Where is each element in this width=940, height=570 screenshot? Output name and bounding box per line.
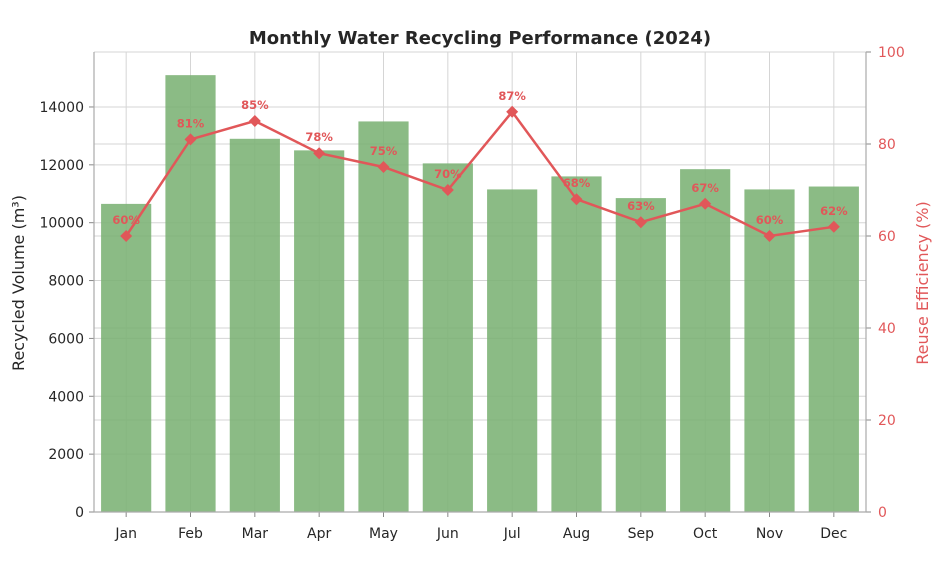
y-axis-label: Recycled Volume (m³) [9, 195, 28, 371]
efficiency-data-label: 62% [820, 204, 848, 218]
bar-may [358, 121, 409, 512]
bar-nov [744, 189, 795, 512]
x-tick-label: Nov [756, 526, 783, 542]
efficiency-data-label: 78% [305, 130, 333, 144]
x-tick-label: Sep [628, 526, 655, 542]
efficiency-data-label: 85% [241, 98, 269, 112]
x-tick-label: Jul [503, 526, 521, 542]
efficiency-data-label: 60% [112, 213, 140, 227]
efficiency-data-label: 81% [177, 116, 205, 130]
x-tick-label: Aug [563, 526, 590, 542]
x-tick-label: Apr [307, 526, 331, 542]
efficiency-data-label: 68% [563, 176, 591, 190]
bar-aug [551, 176, 602, 512]
x-tick-label: Oct [693, 526, 718, 542]
tick-labels: 0 2000 4000 6000 8000 10000 12000 14000 0 20 40 60 8… [39, 45, 904, 542]
x-tick-label: Feb [178, 526, 203, 542]
efficiency-marker-sep [634, 216, 647, 229]
efficiency-marker-aug [570, 193, 583, 206]
efficiency-marker-oct [699, 197, 712, 210]
bar-jul [487, 189, 538, 512]
x-tick-label: Jan [114, 526, 137, 542]
y2-tick-label: 0 [878, 505, 887, 521]
y2-tick-label: 60 [878, 229, 896, 245]
bar-jun [422, 163, 473, 512]
efficiency-marker-dec [827, 220, 840, 233]
efficiency-marker-jun [441, 184, 454, 196]
y-tick-label: 14000 [39, 100, 84, 116]
y-tick-label: 0 [75, 505, 84, 521]
line-series: 60% 81% 85% 78% 75% 70% 87% 68% 63% 67% 60% 62% [112, 89, 848, 242]
efficiency-marker-may [377, 161, 390, 173]
chart-title: Monthly Water Recycling Performance (202… [249, 28, 711, 49]
efficiency-data-label: 63% [627, 199, 655, 213]
bar-dec [808, 186, 859, 512]
efficiency-data-label: 60% [756, 213, 784, 227]
y-tick-label: 8000 [48, 274, 84, 290]
y-tick-label: 2000 [48, 447, 84, 463]
efficiency-marker-jan [120, 230, 133, 242]
bar-apr [294, 150, 345, 512]
x-tick-label: May [369, 526, 398, 542]
bar-mar [229, 138, 280, 512]
y-tick-label: 10000 [39, 216, 84, 232]
axes [89, 51, 871, 517]
bar-jan [101, 203, 152, 513]
efficiency-data-label: 87% [498, 89, 526, 103]
y2-tick-label: 100 [878, 45, 905, 61]
efficiency-marker-mar [248, 115, 261, 127]
bar-sep [615, 198, 666, 512]
efficiency-marker-feb [184, 133, 197, 146]
efficiency-data-label: 70% [434, 167, 462, 181]
bar-oct [680, 169, 731, 513]
bar-feb [165, 75, 216, 512]
y2-tick-label: 20 [878, 413, 896, 429]
y-tick-label: 12000 [39, 158, 84, 174]
y-tick-label: 4000 [48, 389, 84, 405]
efficiency-line [125, 109, 835, 238]
efficiency-data-label: 75% [370, 144, 398, 158]
y-tick-label: 6000 [48, 331, 84, 347]
x-tick-label: Jun [436, 526, 459, 542]
x-tick-label: Dec [820, 526, 847, 542]
x-tick-label: Mar [242, 526, 269, 542]
efficiency-marker-jul [506, 105, 519, 118]
efficiency-marker-apr [313, 147, 326, 160]
y2-axis-label: Reuse Efficiency (%) [913, 201, 932, 365]
y2-tick-label: 80 [878, 137, 896, 153]
efficiency-data-label: 67% [691, 181, 719, 195]
efficiency-marker-nov [763, 230, 776, 242]
y2-tick-label: 40 [878, 321, 896, 337]
bar-series [101, 75, 859, 513]
